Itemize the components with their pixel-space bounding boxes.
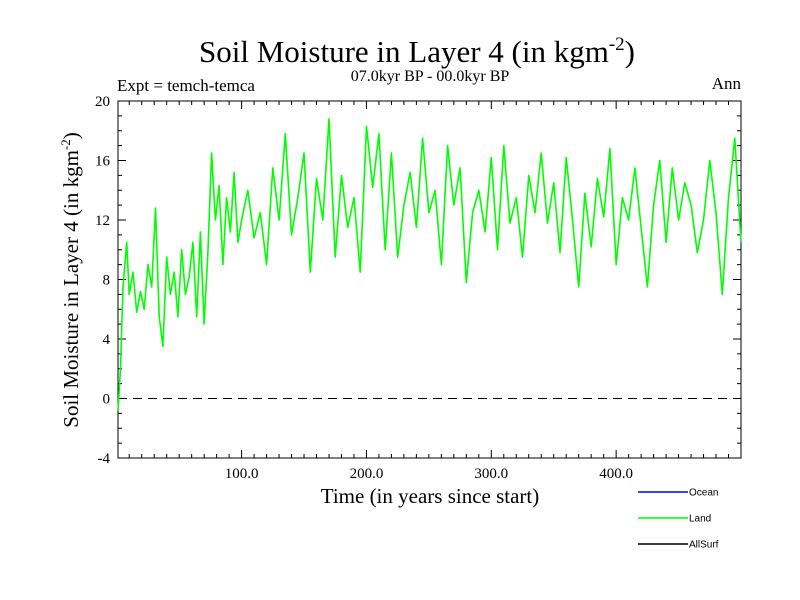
x-tick-label: 100.0	[225, 466, 259, 482]
y-axis-label-superscript: -2	[58, 139, 73, 150]
series-group	[117, 118, 742, 411]
x-tick-label: 400.0	[599, 466, 633, 482]
season-label: Ann	[712, 74, 742, 93]
x-tick-label: 200.0	[350, 466, 384, 482]
x-axis-label: Time (in years since start)	[321, 484, 540, 508]
chart-subtitle: 07.0kyr BP - 00.0kyr BP	[351, 68, 510, 85]
y-axis-label-text: Soil Moisture in Layer 4 (in kgm	[59, 150, 83, 428]
legend: Ocean Land AllSurf	[638, 488, 719, 551]
legend-label-land: Land	[689, 514, 711, 525]
y-tick-label: 8	[103, 273, 111, 289]
y-tick-label: -4	[98, 451, 111, 467]
y-tick-label: 20	[95, 94, 110, 110]
legend-label-allsurf: AllSurf	[689, 540, 719, 551]
x-tick-label: 300.0	[474, 466, 508, 482]
chart-title-end: )	[625, 34, 635, 69]
series-line-land	[117, 118, 742, 411]
chart-title: Soil Moisture in Layer 4 (in kgm-2)	[199, 34, 635, 69]
y-tick-label: 16	[95, 154, 111, 170]
chart-title-text: Soil Moisture in Layer 4 (in kgm	[199, 34, 609, 69]
y-axis-label: Soil Moisture in Layer 4 (in kgm-2)	[58, 132, 83, 427]
y-tick-label: 0	[103, 392, 111, 408]
legend-label-ocean: Ocean	[689, 488, 718, 499]
experiment-label: Expt = temch-temca	[117, 76, 255, 95]
y-tick-label: 4	[103, 332, 111, 348]
y-tick-label: 12	[95, 213, 110, 229]
y-axis-label-end: )	[59, 132, 83, 139]
chart-title-superscript: -2	[609, 34, 625, 55]
axis-ticks: -4 0 4 8 12 16 20 100.0 200.0 300.0 400.0	[95, 94, 741, 482]
